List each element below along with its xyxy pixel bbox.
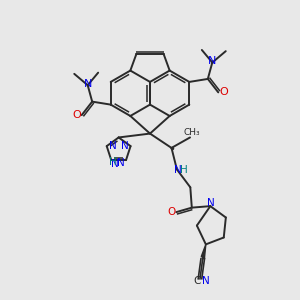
Text: O: O: [219, 87, 228, 98]
Text: N: N: [174, 165, 181, 175]
Text: H: H: [109, 157, 116, 166]
Text: C: C: [193, 276, 201, 286]
Text: N: N: [207, 198, 215, 208]
Text: N: N: [208, 56, 217, 66]
Text: O: O: [72, 110, 81, 120]
Text: N: N: [202, 276, 210, 286]
Text: N: N: [109, 140, 117, 151]
Text: H: H: [181, 165, 188, 175]
Text: N: N: [117, 158, 124, 168]
Text: O: O: [167, 207, 175, 217]
Text: N: N: [121, 140, 128, 151]
Polygon shape: [201, 244, 206, 259]
Text: CH₃: CH₃: [183, 128, 200, 136]
Text: N: N: [111, 159, 119, 169]
Text: N: N: [83, 79, 92, 89]
